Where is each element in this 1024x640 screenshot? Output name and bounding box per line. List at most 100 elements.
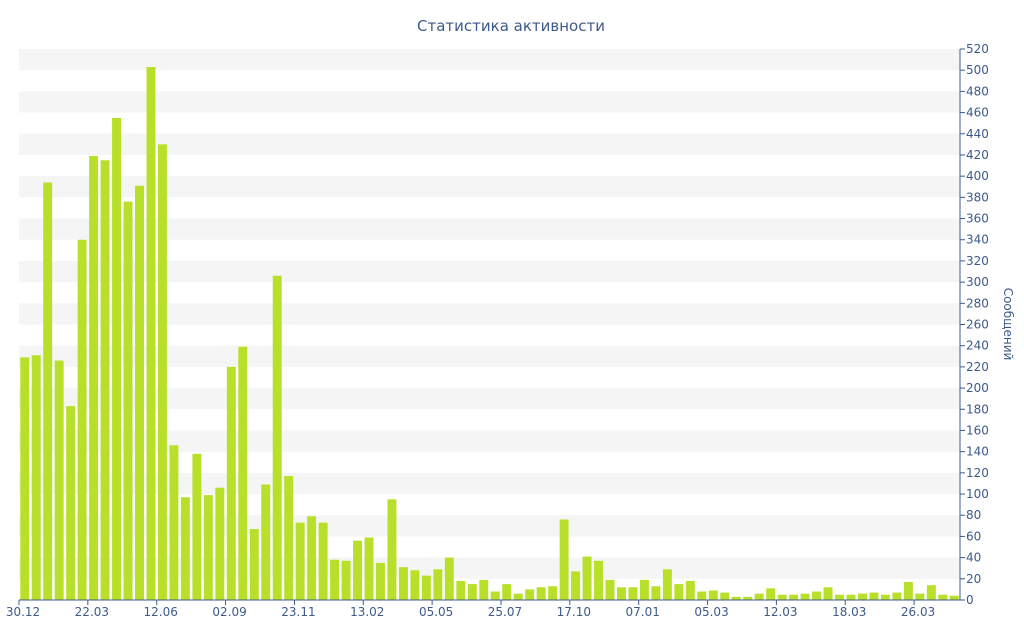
grid-band <box>19 345 960 367</box>
bar <box>100 160 110 600</box>
bar <box>307 516 317 600</box>
bar <box>421 575 431 600</box>
bar <box>571 571 581 600</box>
bar <box>616 587 626 600</box>
y-tick-label: 0 <box>966 593 974 607</box>
grid-band <box>19 91 960 113</box>
grid-band <box>19 472 960 495</box>
y-tick-label: 480 <box>966 84 989 98</box>
bar <box>203 495 213 600</box>
bar <box>548 586 558 600</box>
bar <box>135 185 144 600</box>
bar <box>720 592 730 600</box>
x-tick-label: 05.05 <box>419 605 453 619</box>
y-tick-label: 400 <box>966 169 989 183</box>
bar <box>823 587 833 600</box>
bar <box>903 581 913 600</box>
x-tick-label: 05.03 <box>694 605 728 619</box>
x-tick-label: 17.10 <box>557 605 591 619</box>
y-tick-label: 240 <box>966 339 989 353</box>
bar <box>743 596 753 600</box>
bar <box>812 591 822 600</box>
bar <box>731 596 741 600</box>
bar <box>387 499 397 600</box>
y-tick-label: 120 <box>966 466 989 480</box>
grid-band <box>19 218 960 240</box>
bar <box>410 570 420 600</box>
bar <box>43 182 53 600</box>
x-tick-label: 07.01 <box>626 605 660 619</box>
bar <box>766 588 776 600</box>
bar <box>341 560 351 600</box>
x-tick-label: 22.03 <box>75 605 109 619</box>
grid-band <box>19 388 960 410</box>
y-tick-label: 300 <box>966 275 989 289</box>
x-tick-label: 23.11 <box>281 605 315 619</box>
chart-title: Статистика активности <box>417 17 605 35</box>
y-tick-label: 280 <box>966 296 989 310</box>
bar <box>20 357 30 600</box>
bar <box>479 579 489 600</box>
bar <box>157 144 167 600</box>
bar <box>846 594 856 600</box>
y-tick-label: 380 <box>966 190 989 204</box>
y-tick-label: 40 <box>966 551 981 565</box>
bar <box>708 590 718 600</box>
bar <box>628 587 638 600</box>
y-tick-label: 160 <box>966 423 989 437</box>
bar <box>789 594 799 600</box>
bar <box>284 476 294 600</box>
bar <box>490 591 500 600</box>
bar <box>433 569 443 600</box>
bar <box>77 239 87 601</box>
bar <box>169 445 179 600</box>
bar <box>685 580 695 600</box>
bar-series <box>20 67 959 601</box>
bar <box>249 529 259 600</box>
x-tick-label: 26.03 <box>901 605 935 619</box>
bar <box>697 591 707 600</box>
bar <box>869 592 879 600</box>
y-tick-label: 340 <box>966 233 989 247</box>
y-tick-label: 60 <box>966 529 981 543</box>
bar <box>502 584 512 600</box>
bar <box>777 594 787 600</box>
bar <box>559 519 569 600</box>
x-tick-label: 13.02 <box>350 605 384 619</box>
bar <box>353 540 363 600</box>
bar <box>582 556 592 600</box>
grid-band <box>19 133 960 155</box>
grid-band <box>19 49 960 71</box>
grid-band <box>19 430 960 452</box>
y-tick-label: 260 <box>966 318 989 332</box>
bar <box>66 406 76 600</box>
bar <box>536 587 546 600</box>
bar <box>880 594 890 600</box>
bar <box>594 560 603 600</box>
bar <box>800 593 810 600</box>
y-tick-label: 180 <box>966 402 989 416</box>
bar <box>926 585 936 600</box>
bar <box>674 584 684 600</box>
bar <box>835 594 844 600</box>
x-tick-label: 18.03 <box>832 605 866 619</box>
bar <box>261 484 271 600</box>
y-axis-ticks: 0 20 40 60 80 100 120 140 160 180 200 220 240 260 280 3… <box>960 42 989 607</box>
y-tick-label: 140 <box>966 445 989 459</box>
bar <box>915 593 925 600</box>
x-tick-label: 12.06 <box>144 605 178 619</box>
bar <box>892 592 902 600</box>
y-tick-label: 520 <box>966 42 989 56</box>
y-axis-label: Сообщений <box>1001 288 1015 361</box>
y-tick-label: 200 <box>966 381 989 395</box>
bar <box>949 595 959 600</box>
bar <box>31 355 41 600</box>
bar <box>364 537 374 600</box>
y-tick-label: 460 <box>966 106 989 120</box>
bar <box>754 593 764 600</box>
bar <box>295 522 305 600</box>
y-tick-label: 420 <box>966 148 989 162</box>
x-axis-ticks: 30.12 22.03 12.06 02.09 23.11 13.02 05.05 25.07… <box>6 600 935 619</box>
grid-band <box>19 176 960 198</box>
